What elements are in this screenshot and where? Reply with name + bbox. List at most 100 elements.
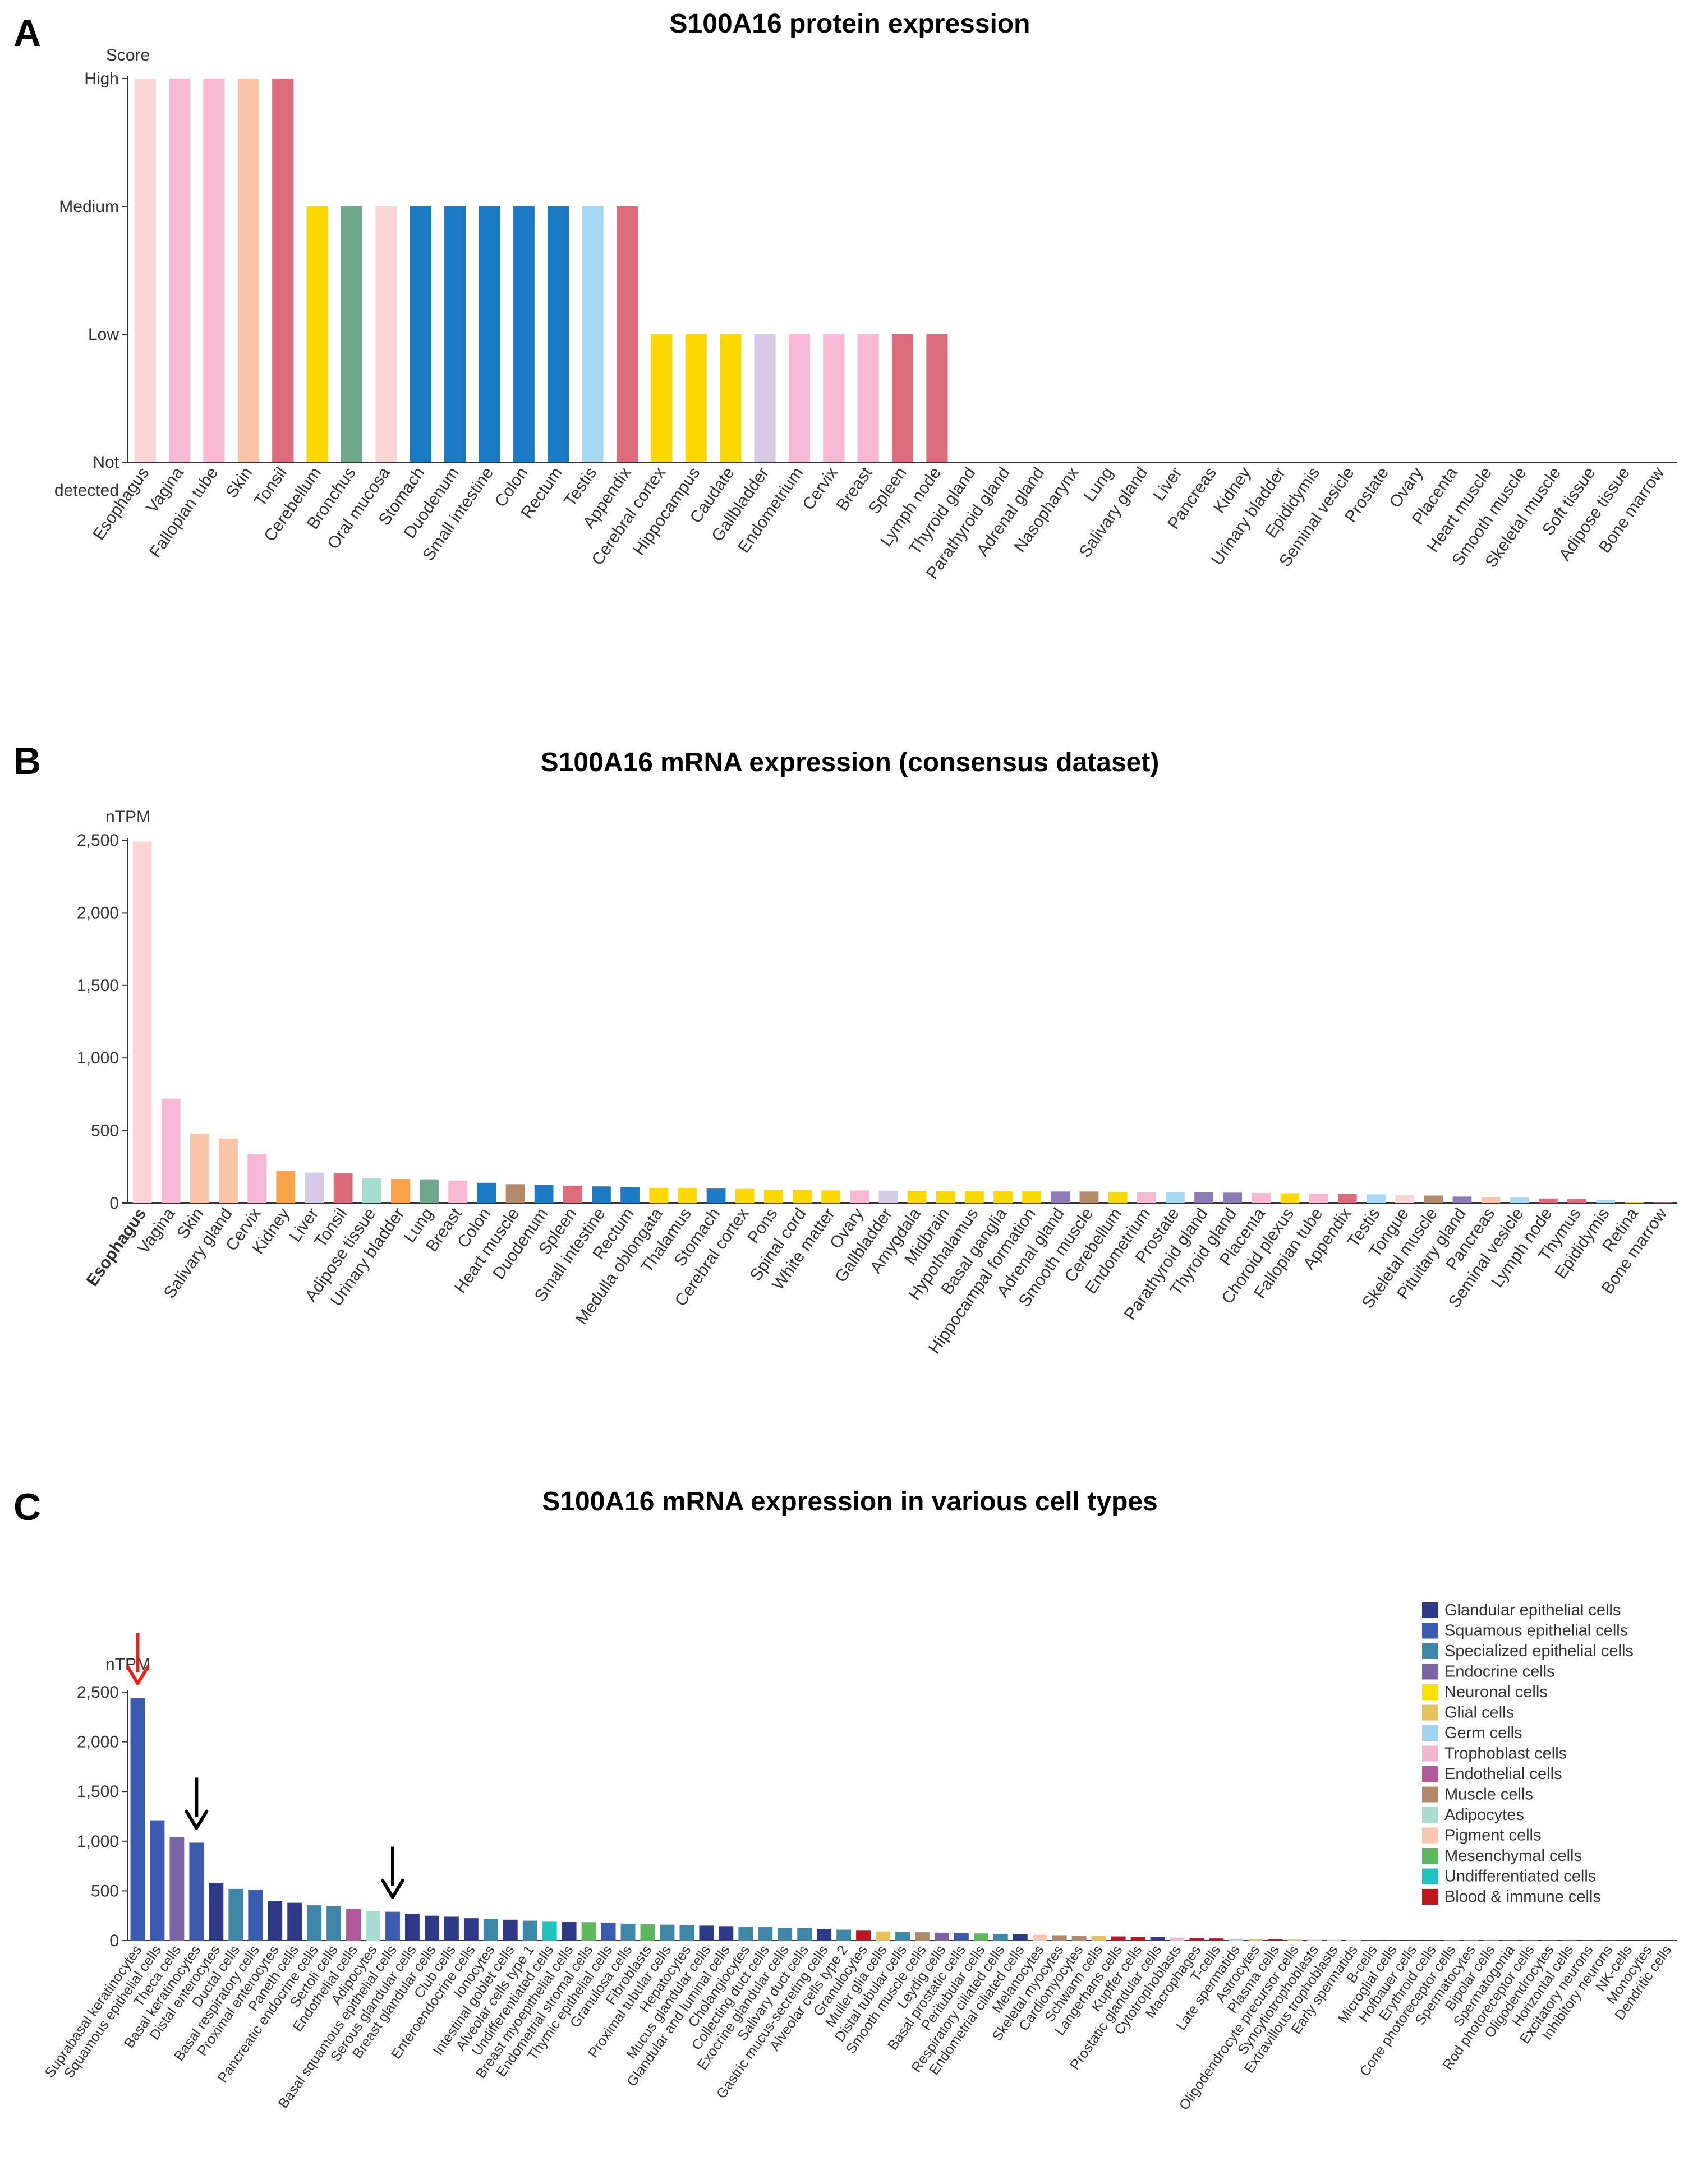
bar-club-cells[interactable]	[444, 1916, 459, 1941]
bar-squamous-epithelial-cells[interactable]	[150, 1820, 165, 1941]
bar-hippocampal-formation[interactable]	[1022, 1191, 1042, 1203]
bar-breast[interactable]	[448, 1180, 468, 1203]
bar-ductal-cells[interactable]	[228, 1888, 243, 1941]
bar-cerebral-cortex[interactable]	[735, 1188, 755, 1203]
bar-alveolar-cells-type-2[interactable]	[836, 1929, 852, 1941]
bar-heart-muscle[interactable]	[505, 1184, 525, 1203]
bar-vagina[interactable]	[161, 1098, 181, 1203]
bar-hippocampus[interactable]	[685, 334, 707, 462]
bar-cerebellum[interactable]	[306, 206, 328, 462]
bar-thyroid-gland[interactable]	[1223, 1192, 1243, 1203]
bar-astrocytes[interactable]	[1248, 1939, 1263, 1941]
bar-esophagus[interactable]	[134, 79, 156, 462]
bar-extravillous-trophoblasts[interactable]	[1327, 1939, 1342, 1941]
bar-liver[interactable]	[305, 1172, 324, 1203]
bar-cholangiocytes[interactable]	[738, 1927, 753, 1941]
bar-appendix[interactable]	[1337, 1194, 1357, 1203]
bar-colon[interactable]	[477, 1182, 496, 1203]
bar-smooth-muscle[interactable]	[1079, 1191, 1099, 1203]
bar-distal-tubular-cells[interactable]	[895, 1932, 910, 1941]
bar-cone-photoreceptor-cells[interactable]	[1444, 1940, 1459, 1941]
bar-early-spermatids[interactable]	[1346, 1939, 1361, 1941]
bar-fallopian-tube[interactable]	[203, 79, 225, 462]
bar-skeletal-myocytes[interactable]	[1052, 1935, 1067, 1941]
bar-intestinal-goblet-cells[interactable]	[503, 1919, 518, 1941]
bar-thymic-epithelial-cells[interactable]	[601, 1923, 616, 1941]
bar-kupffer-cells[interactable]	[1130, 1937, 1145, 1941]
bar-oligodendrocyte-precursor-cells[interactable]	[1287, 1939, 1303, 1941]
bar-smooth-muscle-cells[interactable]	[915, 1932, 930, 1941]
bar-theca-cells[interactable]	[169, 1837, 185, 1941]
bar-esophagus[interactable]	[132, 841, 152, 1203]
bar-breast-myoepithelial-cells[interactable]	[562, 1922, 577, 1941]
bar-basal-respiratory-cells[interactable]	[248, 1890, 263, 1941]
bar-bronchus[interactable]	[341, 206, 362, 462]
bar-serous-glandular-cells[interactable]	[405, 1914, 420, 1941]
bar-colon[interactable]	[513, 206, 535, 462]
bar-fibroblasts[interactable]	[640, 1924, 655, 1941]
bar-skeletal-muscle[interactable]	[1424, 1195, 1443, 1203]
bar-basal-keratinocytes[interactable]	[189, 1842, 204, 1941]
bar-small-intestine[interactable]	[592, 1186, 611, 1203]
bar-urinary-bladder[interactable]	[391, 1179, 410, 1203]
bar-prostate[interactable]	[1166, 1192, 1185, 1203]
bar-respiratory-ciliated-cells[interactable]	[993, 1933, 1008, 1941]
bar-rectum[interactable]	[548, 206, 569, 462]
bar-breast[interactable]	[857, 334, 879, 462]
bar-peritubular-cells[interactable]	[973, 1933, 988, 1941]
bar-retina[interactable]	[1625, 1201, 1644, 1203]
bar-amygdala[interactable]	[907, 1191, 927, 1203]
bar-vagina[interactable]	[169, 79, 191, 462]
bar-mucus-glandular-cells[interactable]	[699, 1925, 714, 1941]
bar-muller-glia-cells[interactable]	[876, 1931, 890, 1941]
bar-stomach[interactable]	[410, 206, 431, 462]
bar-endometrial-stromal-cells[interactable]	[581, 1922, 596, 1941]
bar-tonsil[interactable]	[272, 79, 294, 462]
bar-spleen[interactable]	[563, 1185, 582, 1203]
bar-bone-marrow[interactable]	[1653, 1202, 1673, 1203]
bar-pituitary-gland[interactable]	[1452, 1196, 1472, 1203]
bar-skin[interactable]	[237, 79, 259, 462]
bar-granulocytes[interactable]	[856, 1930, 871, 1941]
bar-prostatic-glandular-cells[interactable]	[1150, 1937, 1165, 1941]
bar-oral-mucosa[interactable]	[375, 206, 397, 462]
bar-pons[interactable]	[763, 1190, 783, 1203]
bar-caudate[interactable]	[720, 334, 742, 462]
bar-lymph-node[interactable]	[926, 334, 948, 462]
bar-basal-prostatic-cells[interactable]	[954, 1933, 969, 1941]
bar-enteroendocrine-cells[interactable]	[463, 1918, 479, 1941]
bar-hypothalamus[interactable]	[964, 1191, 984, 1203]
bar-kidney[interactable]	[276, 1171, 296, 1203]
bar-proximal-tubular-cells[interactable]	[660, 1924, 675, 1941]
bar-skin[interactable]	[190, 1133, 209, 1203]
bar-t-cells[interactable]	[1209, 1938, 1224, 1941]
bar-cardiomyocytes[interactable]	[1071, 1936, 1087, 1941]
bar-spermatocytes[interactable]	[1464, 1940, 1479, 1941]
bar-adipose-tissue[interactable]	[362, 1178, 381, 1203]
bar-adrenal-gland[interactable]	[1051, 1191, 1070, 1203]
bar-salivary-gland[interactable]	[219, 1138, 238, 1203]
bar-late-spermatids[interactable]	[1229, 1938, 1244, 1941]
bar-duodenum[interactable]	[444, 206, 466, 462]
bar-erythroid-cells[interactable]	[1425, 1940, 1439, 1941]
bar-epididymis[interactable]	[1596, 1200, 1616, 1203]
bar-ovary[interactable]	[850, 1190, 869, 1203]
bar-plasma-cells[interactable]	[1268, 1939, 1283, 1941]
bar-testis[interactable]	[582, 206, 604, 462]
bar-alveolar-cells-type-1[interactable]	[522, 1920, 537, 1941]
bar-gallbladder[interactable]	[754, 334, 776, 462]
bar-cerebellum[interactable]	[1108, 1191, 1128, 1203]
bar-schwann-cells[interactable]	[1091, 1936, 1106, 1941]
bar-choroid-plexus[interactable]	[1280, 1193, 1300, 1203]
bar-parathyroid-gland[interactable]	[1194, 1192, 1213, 1203]
bar-endometrial-ciliated-cells[interactable]	[1013, 1934, 1028, 1941]
bar-syncytiotrophoblasts[interactable]	[1307, 1939, 1322, 1941]
bar-salivary-duct-cells[interactable]	[797, 1928, 812, 1941]
bar-granulosa-cells[interactable]	[620, 1923, 636, 1941]
bar-leydig-cells[interactable]	[934, 1932, 949, 1941]
bar-adipocytes[interactable]	[366, 1911, 380, 1941]
bar-fallopian-tube[interactable]	[1309, 1193, 1328, 1203]
bar-seminal-vesicle[interactable]	[1510, 1197, 1529, 1203]
bar-rectum[interactable]	[620, 1187, 640, 1203]
bar-proximal-enterocytes[interactable]	[268, 1901, 283, 1941]
